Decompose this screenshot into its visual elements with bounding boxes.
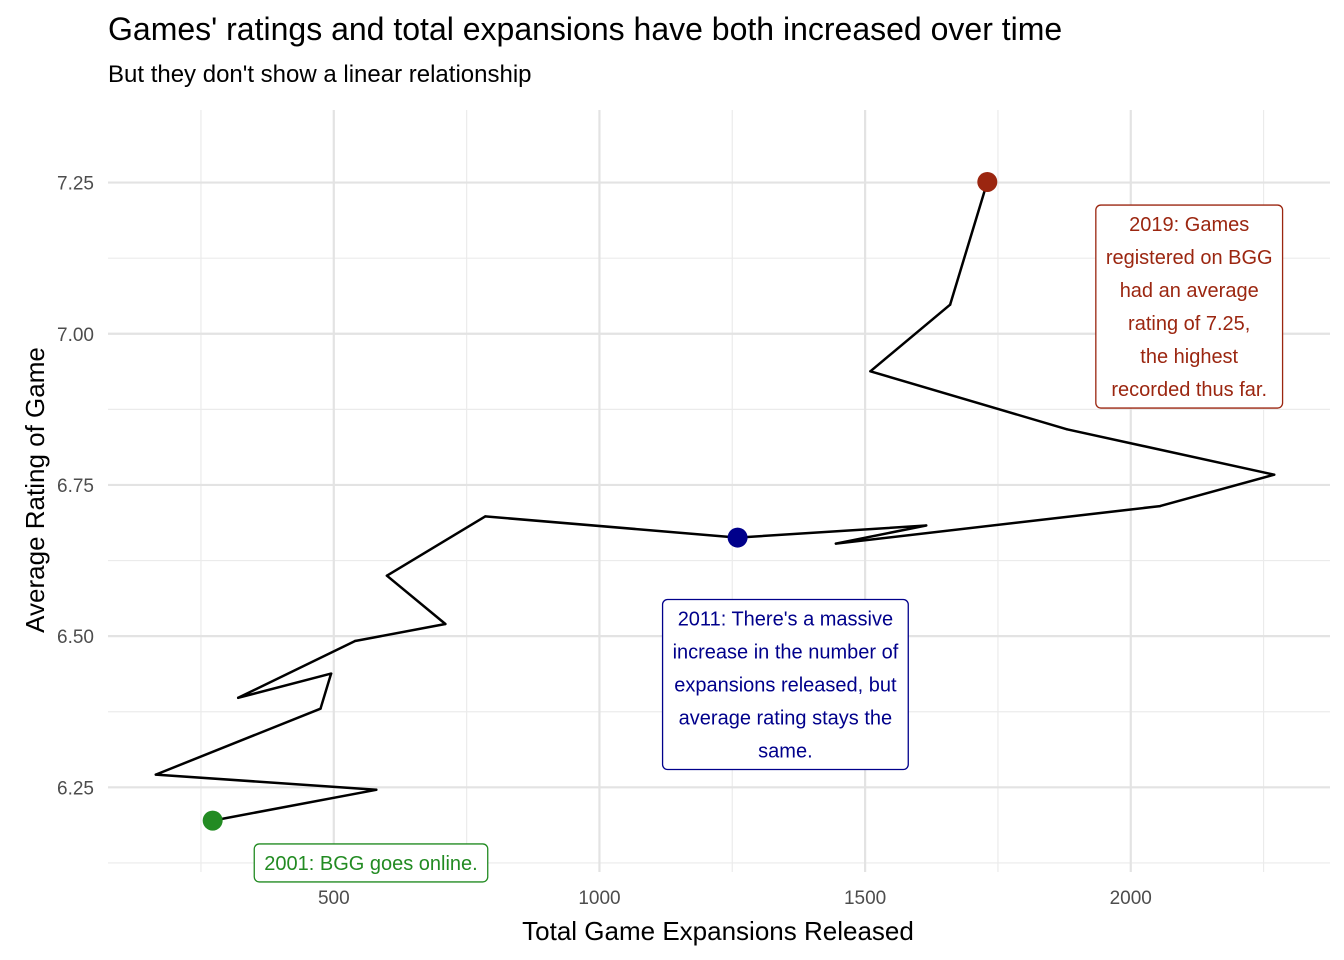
- y-tick-label: 6.25: [57, 778, 94, 799]
- series-vertex: [834, 542, 838, 545]
- tick-labels-layer: 500 1000 1500 2000 6.25 6.50 6.75 7.00 7.25: [57, 174, 1152, 909]
- y-tick-label: 7.25: [57, 174, 94, 195]
- x-tick-label: 1500: [844, 888, 886, 909]
- highlight-point-2019: [977, 171, 998, 192]
- series-vertex: [925, 524, 928, 527]
- highlight-points-layer: [202, 171, 998, 831]
- chart-title: Games' ratings and total expansions have…: [108, 11, 1062, 47]
- ann-2001-box: [253, 843, 489, 883]
- y-tick-label: 6.75: [57, 476, 94, 497]
- ann-2011-box: [661, 598, 909, 771]
- ann-2011-line: expansions released, but: [674, 675, 897, 697]
- y-tick-label: 6.50: [57, 627, 94, 648]
- highlight-point-2011: [727, 527, 748, 548]
- series-vertex: [154, 773, 158, 776]
- ann-2019-line: 2019: Games: [1129, 214, 1249, 236]
- y-tick-label: 7.00: [57, 325, 94, 346]
- ann-2001-label: 2001: BGG goes online.: [253, 843, 489, 883]
- series-vertex: [353, 639, 357, 643]
- series-vertex: [869, 370, 872, 373]
- x-axis-title: Total Game Expansions Released: [522, 916, 914, 946]
- series-vertex: [1158, 504, 1162, 508]
- series-vertex: [375, 788, 378, 791]
- ann-2019-line: registered on BGG: [1106, 247, 1273, 269]
- ann-2001-line: 2001: BGG goes online.: [264, 853, 477, 875]
- y-axis-title: Average Rating of Game: [20, 347, 50, 633]
- annotations-layer: 2001: BGG goes online. 2011: There's a ma…: [253, 204, 1284, 883]
- ann-2011-line: average rating stays the: [679, 708, 892, 730]
- series-vertex: [1273, 473, 1276, 476]
- ann-2011-line: increase in the number of: [673, 642, 899, 664]
- ann-2011-line: 2011: There's a massive: [678, 609, 893, 631]
- ann-2019-label: 2019: Games registered on BGG had an avera…: [1095, 204, 1284, 409]
- series-vertex: [484, 515, 487, 518]
- ann-2019-line: recorded thus far.: [1111, 379, 1267, 401]
- series-vertex: [1065, 428, 1069, 431]
- chart-subtitle: But they don't show a linear relationshi…: [108, 61, 532, 88]
- series-vertex: [444, 622, 447, 626]
- x-tick-label: 1000: [578, 888, 620, 909]
- series-vertex: [329, 672, 333, 675]
- ann-2011-label: 2011: There's a massive increase in the n…: [661, 598, 909, 771]
- ann-2019-box: [1095, 204, 1284, 409]
- ann-2019-line: the highest: [1140, 346, 1238, 368]
- x-tick-label: 500: [318, 888, 350, 909]
- ann-2019-line: had an average: [1120, 280, 1259, 302]
- series-vertex: [948, 303, 952, 306]
- x-tick-label: 2000: [1110, 888, 1152, 909]
- highlight-point-2001: [202, 810, 223, 831]
- ann-2011-line: same.: [758, 741, 812, 763]
- series-vertex: [385, 574, 389, 577]
- series-vertex: [319, 707, 322, 710]
- ann-2019-line: rating of 7.25,: [1128, 313, 1250, 335]
- series-vertex: [236, 696, 240, 700]
